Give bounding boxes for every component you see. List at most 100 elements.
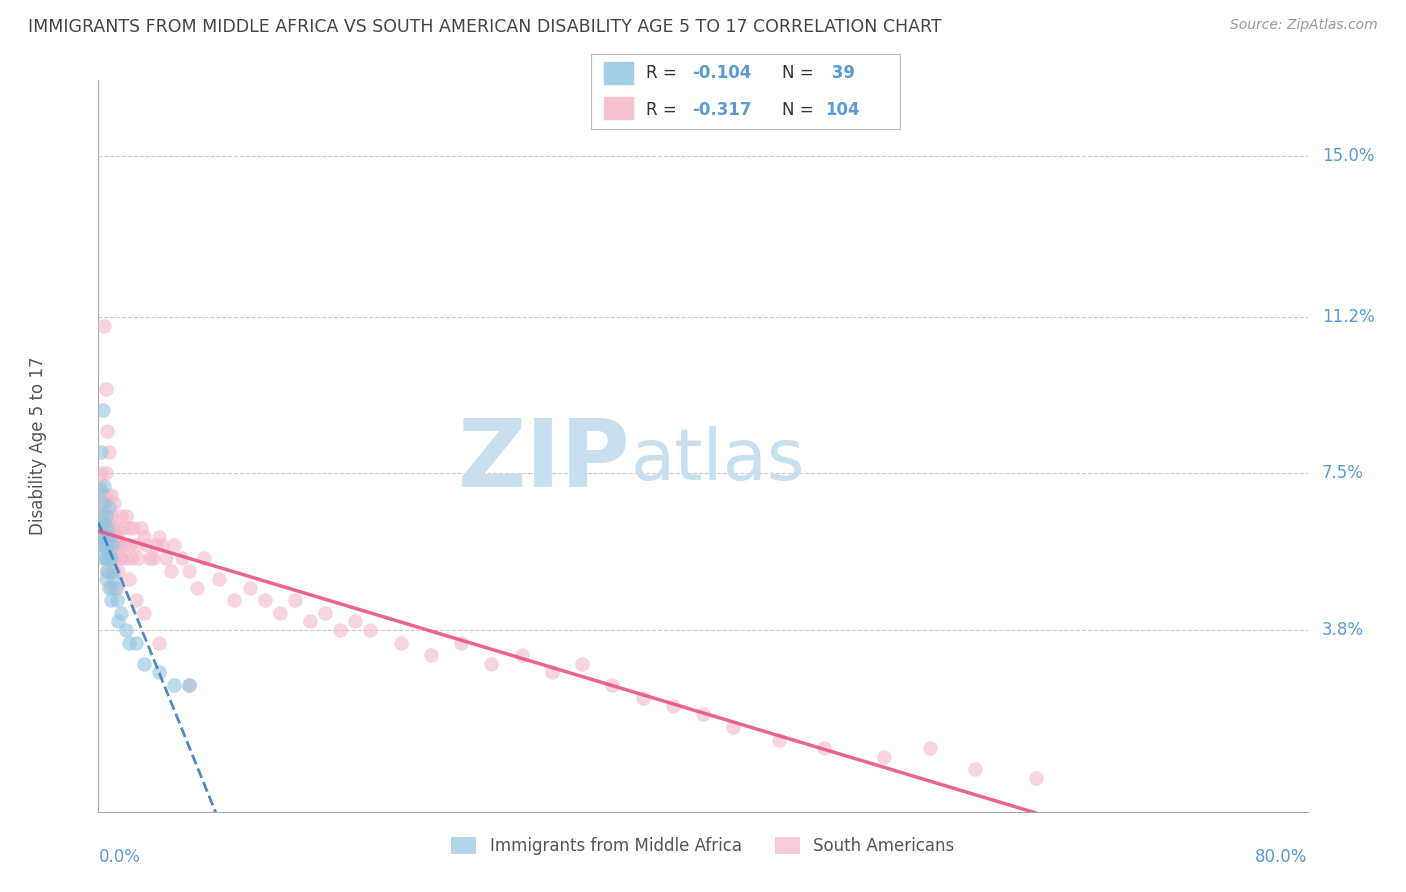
Point: [93, 538, 115, 552]
Text: 7.5%: 7.5%: [1322, 465, 1364, 483]
Point: [193, 551, 215, 566]
Text: Source: ZipAtlas.com: Source: ZipAtlas.com: [1230, 18, 1378, 32]
Point: [101, 508, 124, 523]
Point: [89, 483, 111, 498]
Point: [98, 530, 121, 544]
Point: [127, 551, 149, 566]
Point: [284, 593, 307, 607]
Text: Disability Age 5 to 17: Disability Age 5 to 17: [30, 357, 46, 535]
Point: [208, 572, 231, 586]
Point: [148, 665, 170, 680]
Text: 39: 39: [825, 64, 855, 82]
Point: [100, 551, 122, 566]
Point: [96, 564, 118, 578]
Point: [114, 623, 136, 637]
Point: [105, 581, 128, 595]
Point: [100, 593, 122, 607]
Point: [122, 521, 145, 535]
Point: [813, 741, 835, 756]
Point: [93, 521, 115, 535]
Point: [89, 508, 111, 523]
Point: [179, 678, 201, 692]
Point: [129, 521, 152, 535]
Point: [93, 517, 115, 532]
Point: [105, 521, 128, 535]
Point: [135, 538, 157, 552]
Point: [107, 538, 129, 552]
Point: [115, 551, 138, 566]
Point: [101, 564, 124, 578]
Point: [125, 593, 148, 607]
Bar: [603, 62, 634, 86]
Point: [90, 496, 112, 510]
Point: [510, 648, 533, 663]
Point: [104, 581, 127, 595]
Point: [389, 635, 412, 649]
Point: [253, 593, 276, 607]
Point: [108, 538, 131, 552]
Point: [98, 581, 121, 595]
Point: [661, 699, 683, 714]
Point: [118, 521, 141, 535]
Point: [360, 623, 382, 637]
Point: [148, 635, 170, 649]
Text: R =: R =: [647, 64, 682, 82]
Point: [107, 615, 129, 629]
Point: [269, 606, 291, 620]
Point: [91, 508, 114, 523]
Point: [98, 551, 121, 566]
Point: [224, 593, 246, 607]
Point: [110, 551, 132, 566]
Point: [93, 318, 115, 333]
Point: [103, 572, 125, 586]
Point: [96, 538, 118, 552]
Text: 0.0%: 0.0%: [98, 848, 141, 866]
Text: R =: R =: [647, 101, 682, 119]
Point: [90, 538, 112, 552]
Point: [420, 648, 443, 663]
Text: N =: N =: [782, 64, 820, 82]
Point: [118, 635, 141, 649]
Point: [132, 530, 155, 544]
Point: [104, 551, 127, 566]
Point: [91, 530, 114, 544]
Point: [114, 508, 136, 523]
Point: [1024, 771, 1046, 785]
Legend: Immigrants from Middle Africa, South Americans: Immigrants from Middle Africa, South Ame…: [444, 830, 962, 862]
Point: [132, 657, 155, 671]
Point: [94, 530, 117, 544]
Point: [110, 551, 132, 566]
Point: [91, 488, 114, 502]
Text: ZIP: ZIP: [457, 415, 630, 507]
Point: [344, 615, 367, 629]
Point: [179, 678, 201, 692]
Point: [104, 530, 127, 544]
Point: [873, 749, 896, 764]
Point: [110, 606, 132, 620]
Point: [155, 551, 177, 566]
Point: [100, 581, 122, 595]
Point: [91, 551, 114, 566]
Point: [299, 615, 322, 629]
Point: [120, 538, 142, 552]
Point: [91, 496, 114, 510]
Text: atlas: atlas: [630, 426, 804, 495]
Text: 104: 104: [825, 101, 860, 119]
Point: [96, 564, 118, 578]
Text: 15.0%: 15.0%: [1322, 147, 1375, 165]
Point: [100, 530, 122, 544]
Point: [111, 521, 134, 535]
Point: [94, 508, 117, 523]
Point: [93, 538, 115, 552]
Point: [692, 707, 714, 722]
Point: [150, 538, 173, 552]
Point: [107, 564, 129, 578]
Point: [98, 445, 121, 459]
Point: [540, 665, 562, 680]
Point: [94, 572, 117, 586]
Text: -0.317: -0.317: [693, 101, 752, 119]
Point: [142, 551, 165, 566]
Point: [329, 623, 352, 637]
Bar: [603, 96, 634, 120]
Point: [91, 538, 114, 552]
